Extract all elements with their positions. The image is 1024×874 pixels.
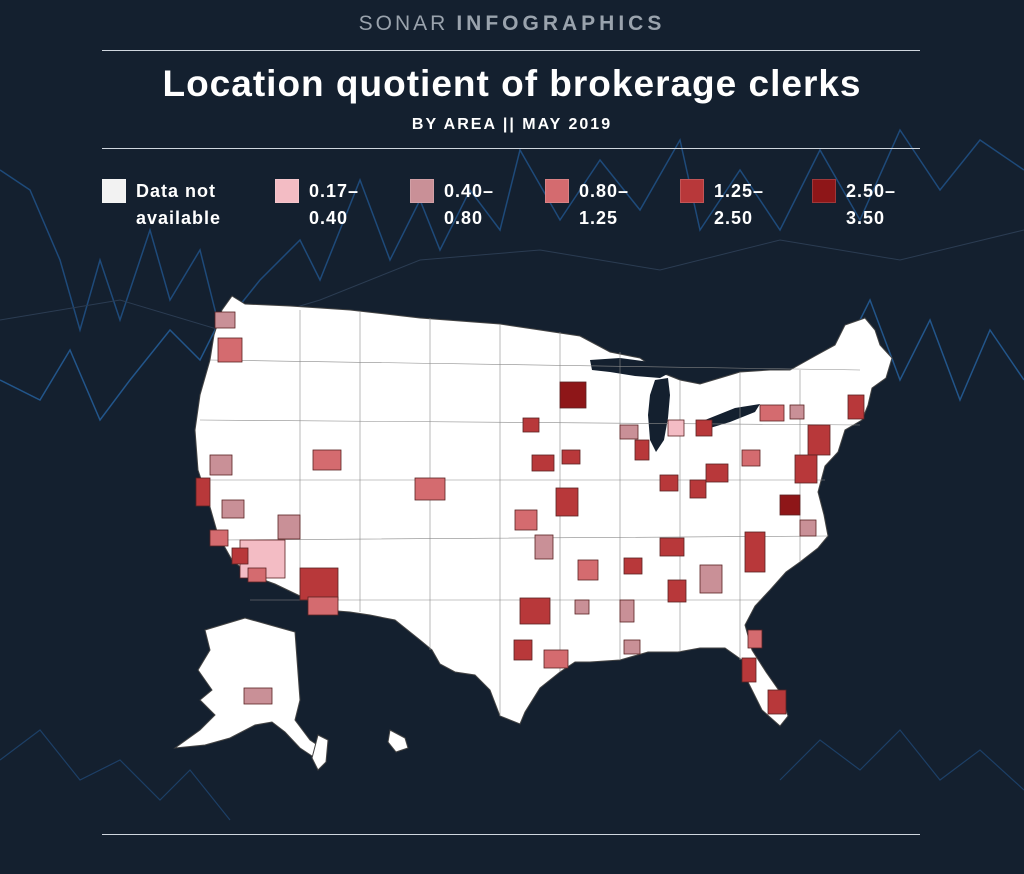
region-data-patches	[195, 311, 865, 715]
region-patch	[209, 454, 233, 476]
legend-swatch	[812, 179, 836, 203]
region-patch	[667, 579, 687, 603]
legend-swatch	[275, 179, 299, 203]
region-patch	[217, 337, 243, 363]
legend-label: 0.17–0.40	[309, 181, 360, 228]
region-patch	[555, 487, 579, 517]
region-patch	[574, 599, 590, 615]
region-patch	[195, 477, 211, 507]
region-patch	[214, 311, 236, 329]
region-patch	[847, 394, 865, 420]
region-patch	[243, 687, 273, 705]
region-patch	[534, 534, 554, 560]
legend-label: 0.80–1.25	[579, 181, 630, 228]
region-patch	[789, 404, 805, 420]
region-patch	[221, 499, 245, 519]
region-patch	[299, 567, 339, 601]
legend-label: 2.50–3.50	[846, 181, 897, 228]
hawaii-shape	[311, 729, 409, 771]
brand-light-text: SONAR	[358, 12, 449, 35]
region-patch	[807, 424, 831, 456]
legend-swatch	[410, 179, 434, 203]
title-rule	[102, 148, 920, 149]
region-patch	[619, 599, 635, 623]
region-patch	[307, 596, 339, 616]
brand-header: SONAR INFOGRAPHICS	[0, 12, 1024, 36]
region-patch	[414, 477, 446, 501]
region-patch	[519, 597, 551, 625]
region-patch	[312, 449, 342, 471]
top-rule	[102, 50, 920, 51]
region-patch	[231, 547, 249, 565]
lake-superior	[590, 358, 675, 378]
legend-item-1: 0.17–0.40	[275, 178, 379, 232]
region-patch	[623, 557, 643, 575]
lake-michigan	[648, 378, 670, 452]
region-patch	[695, 419, 713, 437]
region-patch	[577, 559, 599, 581]
region-patch	[634, 439, 650, 461]
region-patch	[759, 404, 785, 422]
region-patch	[779, 494, 801, 516]
region-patch	[659, 537, 685, 557]
legend-item-3: 0.80–1.25	[545, 178, 649, 232]
region-patch	[699, 564, 723, 594]
region-patch	[623, 639, 641, 655]
region-patch	[543, 649, 569, 669]
contiguous-us-shape	[194, 295, 893, 727]
region-patch	[659, 474, 679, 492]
region-patch	[705, 463, 729, 483]
region-patch	[689, 479, 707, 499]
region-patch	[799, 519, 817, 537]
legend-item-5: 2.50–3.50	[812, 178, 916, 232]
legend-item-2: 0.40–0.80	[410, 178, 514, 232]
region-patch	[561, 449, 581, 465]
region-patch	[794, 454, 818, 484]
brand-bold-text: INFOGRAPHICS	[456, 12, 666, 35]
legend-label: Data not available	[136, 181, 222, 228]
region-patch	[747, 629, 763, 649]
legend-swatch	[102, 179, 126, 203]
lake-erie	[705, 404, 760, 428]
page-subtitle: BY AREA || MAY 2019	[411, 116, 613, 133]
legend-item-4: 1.25–2.50	[680, 178, 784, 232]
page-title: Location quotient of brokerage clerks	[162, 63, 862, 104]
region-patch	[744, 531, 766, 573]
region-patch	[741, 657, 757, 683]
region-patch	[513, 639, 533, 661]
region-patch	[522, 417, 540, 433]
region-patch	[741, 449, 761, 467]
region-patch	[514, 509, 538, 531]
region-patch	[531, 454, 555, 472]
region-patch	[247, 567, 267, 583]
legend-swatch	[545, 179, 569, 203]
legend-label: 1.25–2.50	[714, 181, 765, 228]
bottom-rule	[102, 834, 920, 835]
legend-item-na: Data not available	[102, 178, 256, 232]
region-patch	[559, 381, 587, 409]
region-patch	[277, 514, 301, 540]
legend-label: 0.40–0.80	[444, 181, 495, 228]
region-patch	[667, 419, 685, 437]
legend-swatch	[680, 179, 704, 203]
region-patch	[619, 424, 639, 440]
region-patch	[209, 529, 229, 547]
region-patch	[767, 689, 787, 715]
